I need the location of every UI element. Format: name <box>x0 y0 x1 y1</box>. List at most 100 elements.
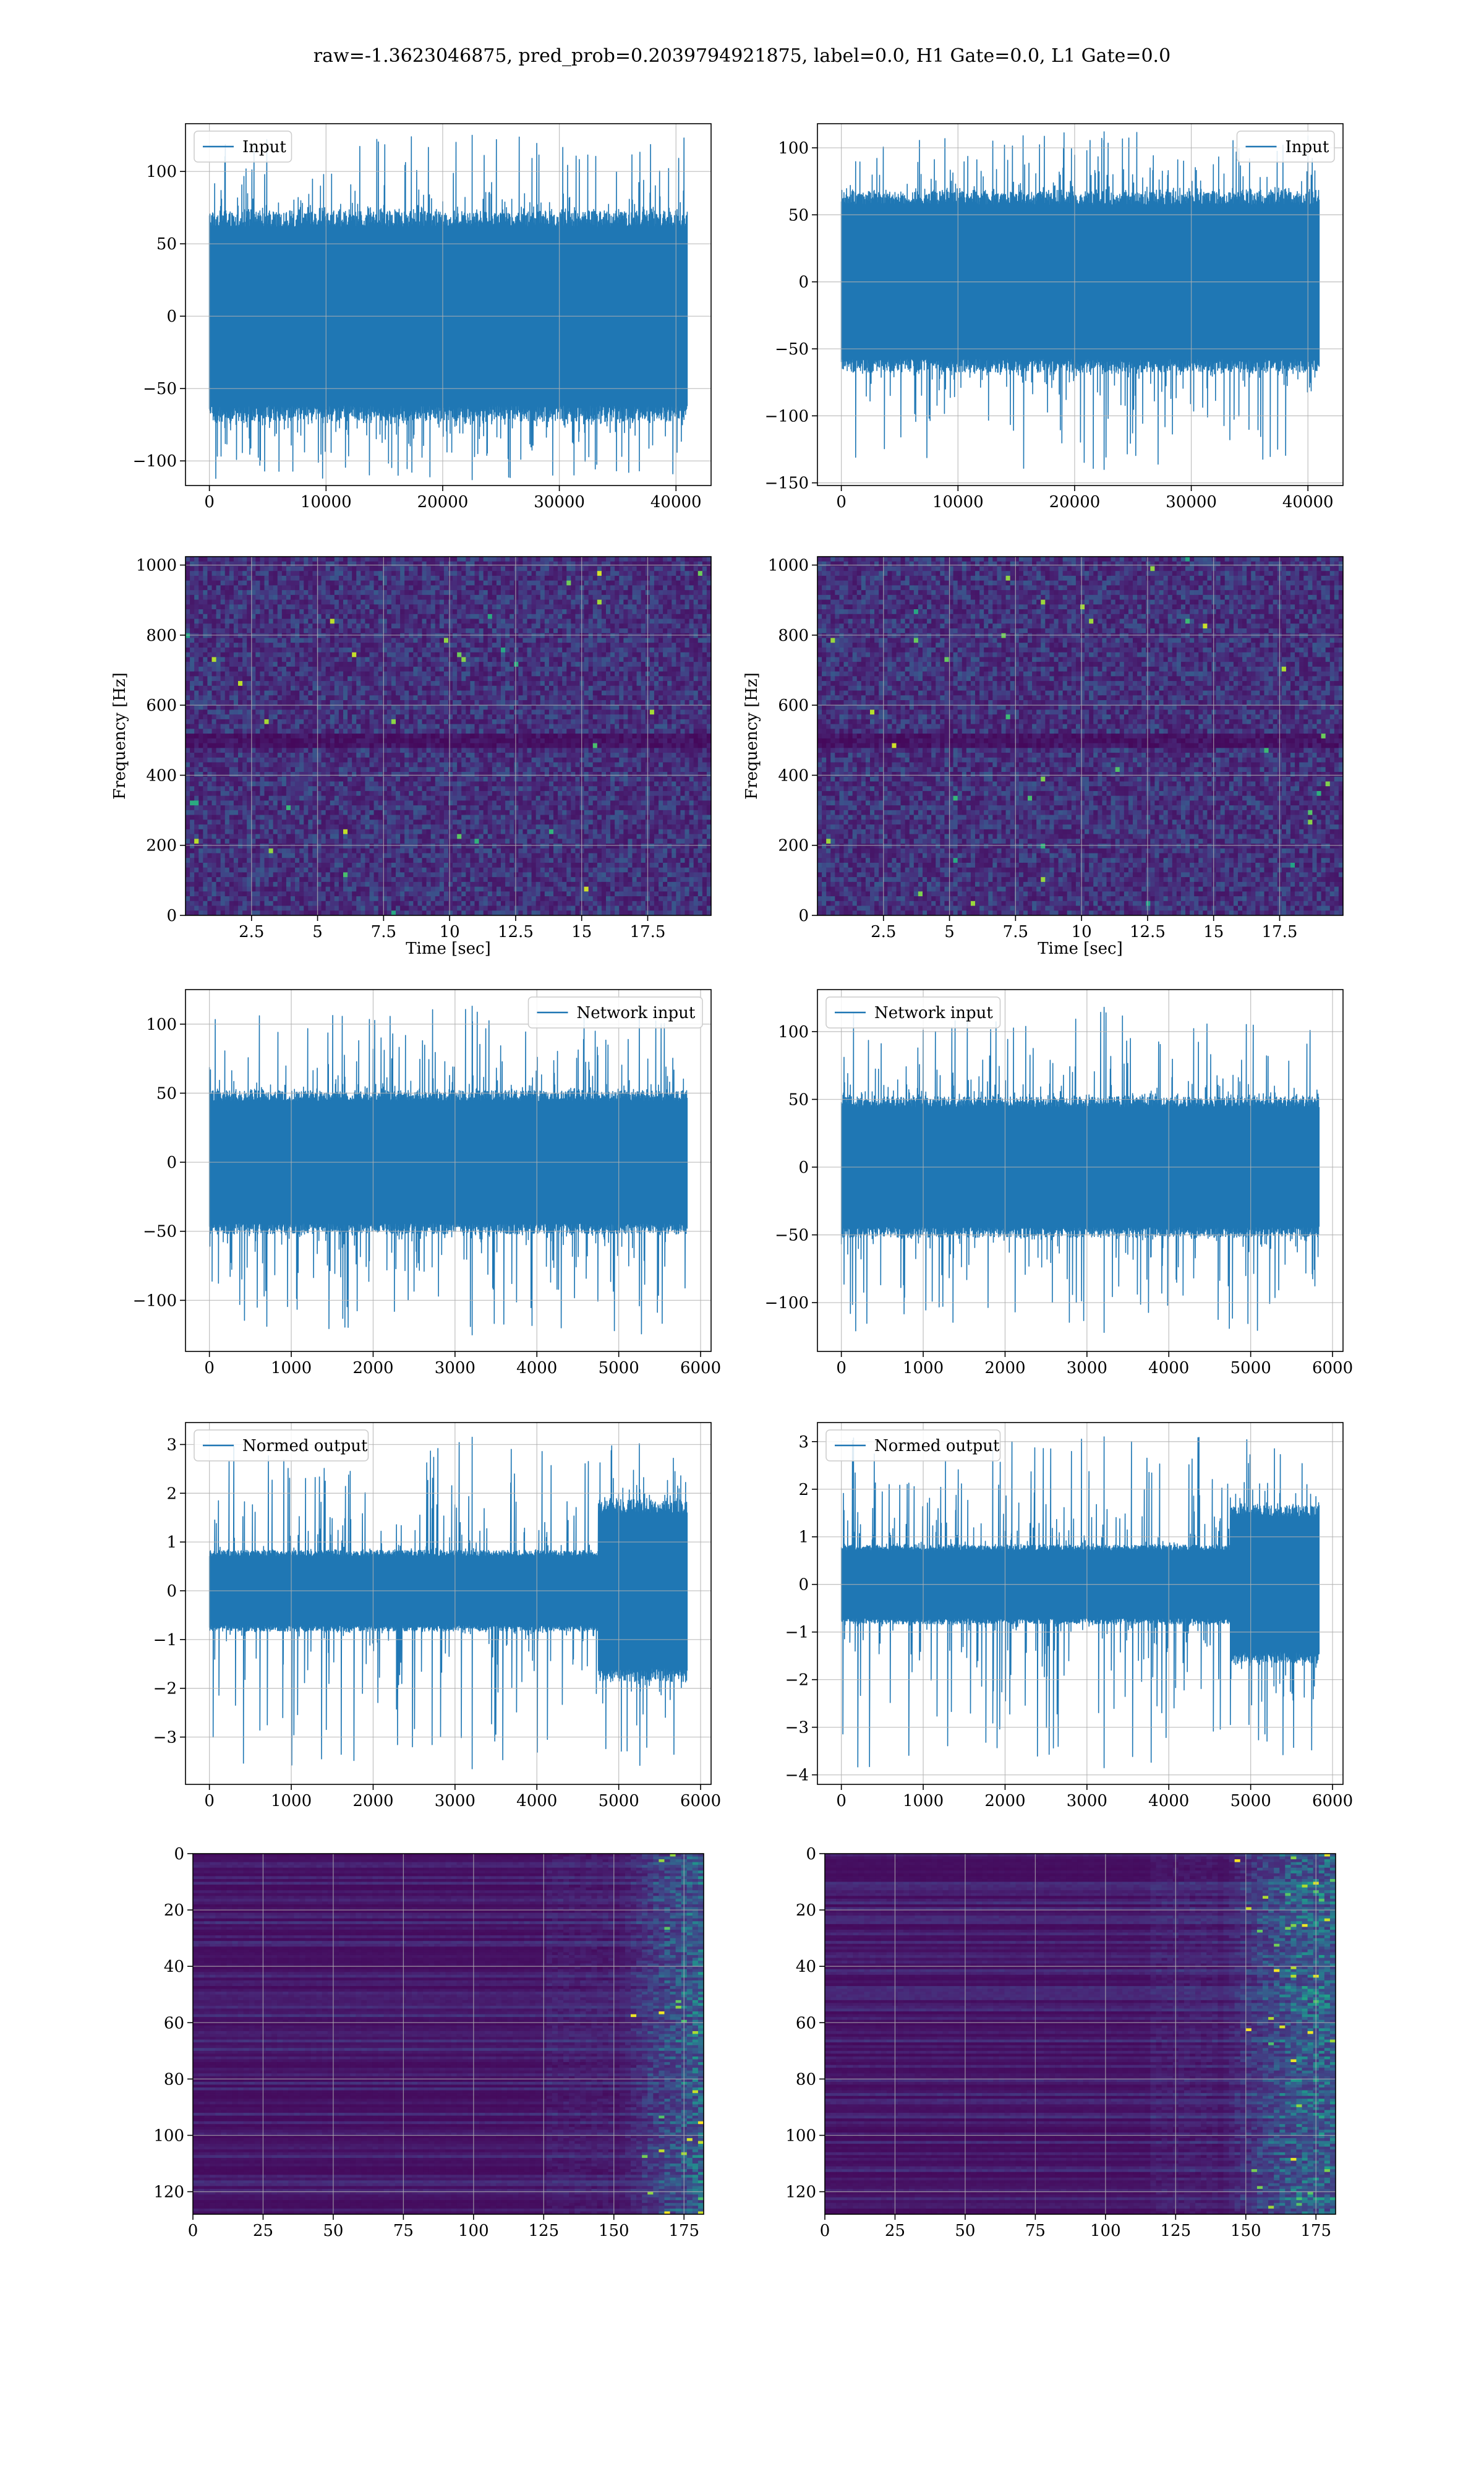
heatmap-cell <box>203 633 208 639</box>
heatmap-cell <box>496 700 501 706</box>
heatmap-cell <box>466 590 471 596</box>
heatmap-cell <box>510 643 514 648</box>
heatmap-cell <box>268 594 274 601</box>
heatmap-cell <box>659 594 663 601</box>
heatmap-cell <box>264 585 270 591</box>
heatmap-cell <box>356 666 361 672</box>
heatmap-cell <box>396 566 401 571</box>
heatmap-cell <box>457 623 462 629</box>
heatmap-cell <box>535 690 541 696</box>
heatmap-cell <box>558 743 563 748</box>
heatmap-cell <box>601 647 607 653</box>
heatmap-cell <box>251 700 256 706</box>
heatmap-cell <box>321 695 326 701</box>
heatmap-cell <box>435 599 440 605</box>
heatmap-cell <box>260 734 265 739</box>
heatmap-cell <box>247 681 252 687</box>
heatmap-cell <box>317 743 322 748</box>
heatmap-cell <box>220 748 226 753</box>
heatmap-cell <box>501 714 506 720</box>
heatmap-cell <box>636 700 642 706</box>
heatmap-cell <box>260 575 265 581</box>
heatmap-cell <box>615 633 620 639</box>
heatmap-cell <box>330 652 335 657</box>
heatmap-cell <box>601 628 607 634</box>
heatmap-cell <box>676 709 681 715</box>
heatmap-cell <box>396 643 401 648</box>
heatmap-cell <box>426 647 432 653</box>
heatmap-cell <box>352 714 357 720</box>
heatmap-cell <box>365 561 370 567</box>
heatmap-cell <box>510 618 514 624</box>
heatmap-cell <box>255 709 261 715</box>
heatmap-cell <box>369 580 375 586</box>
heatmap-cell <box>382 633 388 639</box>
heatmap-cell <box>317 643 322 648</box>
heatmap-cell <box>584 647 589 653</box>
heatmap-cell <box>378 647 383 653</box>
heatmap-cell <box>299 557 304 562</box>
heatmap-cell <box>295 666 300 672</box>
heatmap-cell <box>628 652 633 657</box>
heatmap-cell <box>295 738 300 744</box>
heatmap-cell <box>592 666 598 672</box>
heatmap-cell <box>233 695 239 701</box>
heatmap-cell <box>373 628 379 634</box>
heatmap-cell <box>496 734 501 739</box>
heatmap-cell <box>343 676 348 682</box>
heatmap-cell <box>334 623 339 629</box>
heatmap-cell <box>689 662 694 667</box>
heatmap-cell <box>628 557 633 562</box>
heatmap-cell <box>466 594 471 601</box>
heatmap-cell <box>680 709 686 715</box>
heatmap-cell <box>233 585 239 591</box>
heatmap-cell <box>483 724 488 729</box>
heatmap-cell <box>453 638 458 643</box>
plot-area <box>208 134 688 481</box>
heatmap-cell <box>588 599 594 605</box>
heatmap-cell <box>273 557 278 562</box>
heatmap-cell <box>198 724 203 729</box>
heatmap-cell <box>706 561 711 567</box>
heatmap-cell <box>422 700 427 706</box>
heatmap-cell <box>628 633 633 639</box>
heatmap-cell <box>260 671 265 677</box>
heatmap-cell <box>295 719 300 725</box>
heatmap-cell <box>338 695 344 701</box>
heatmap-cell <box>242 566 247 571</box>
heatmap-cell <box>382 618 388 624</box>
heatmap-cell <box>277 743 283 748</box>
heatmap-cell <box>286 580 291 586</box>
heatmap-cell <box>238 714 243 720</box>
heatmap-cell <box>584 719 589 725</box>
heatmap-cell <box>514 743 519 748</box>
heatmap-cell <box>304 700 309 706</box>
heatmap-cell <box>641 585 646 591</box>
heatmap-cell <box>571 719 576 725</box>
heatmap-cell <box>575 580 581 586</box>
heatmap-cell <box>628 609 633 615</box>
heatmap-cell <box>588 561 594 567</box>
heatmap-cell <box>207 685 213 691</box>
heatmap-cell <box>260 623 265 629</box>
heatmap-cell <box>448 714 453 720</box>
heatmap-cell <box>680 599 686 605</box>
heatmap-cell <box>325 676 331 682</box>
heatmap-cell <box>659 599 663 605</box>
heatmap-cell <box>610 666 615 672</box>
heatmap-cell <box>479 734 484 739</box>
heatmap-cell <box>601 652 607 657</box>
heatmap-cell <box>592 618 598 624</box>
heatmap-cell <box>247 604 252 610</box>
heatmap-cell <box>641 561 646 567</box>
heatmap-cell <box>312 657 318 662</box>
heatmap-cell <box>242 724 247 729</box>
heatmap-cell <box>330 709 335 715</box>
heatmap-cell <box>369 700 375 706</box>
heatmap-cell <box>487 652 493 657</box>
heatmap-cell <box>308 666 313 672</box>
heatmap-cell <box>649 662 655 667</box>
heatmap-cell <box>566 604 571 610</box>
heatmap-cell <box>233 618 239 624</box>
heatmap-cell <box>470 557 475 562</box>
